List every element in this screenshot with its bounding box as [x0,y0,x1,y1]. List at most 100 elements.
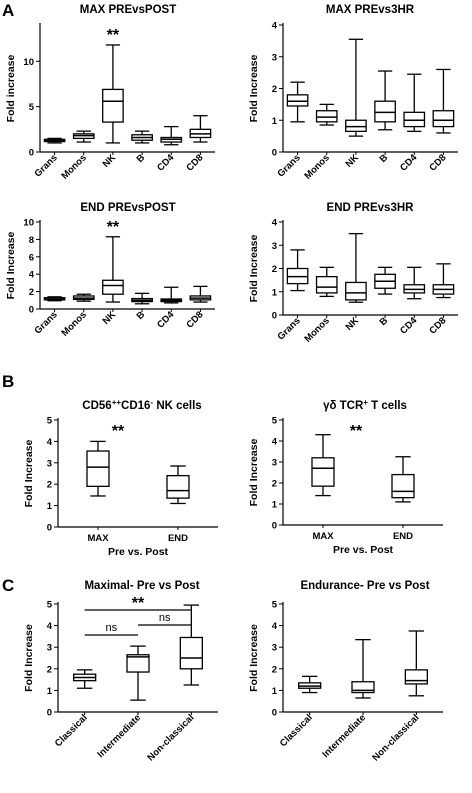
y-tick-label: 0 [272,708,277,719]
significance-label: ** [107,27,120,44]
y-tick-label: 5 [29,102,35,113]
box-iqr [179,636,203,670]
significance-label: ** [132,595,145,612]
significance-label: ** [112,423,125,440]
y-tick-label: 3 [47,458,52,469]
box-max [311,434,335,497]
y-tick-label: 2 [272,664,277,675]
box-grans [43,296,66,302]
x-axis-label: Pre vs. Post [333,544,394,556]
box-cd4 [403,266,426,300]
y-tick-label: 0 [272,521,277,532]
box-grans [43,137,66,144]
box-monos [315,266,338,298]
box-iqr [403,111,426,128]
box-nk [345,232,367,303]
y-axis-label: Fold Increase [5,232,17,300]
y-tick-label: 1 [272,116,278,127]
box-cd8 [432,68,455,134]
y-tick-label: 4 [272,437,278,448]
y-tick-label: 2 [272,479,277,490]
x-tick-label: Monos [59,152,88,181]
box-non-classical [404,630,428,697]
x-tick-label: Non-classical [370,712,421,763]
x-tick-label: Intermediate [320,712,368,760]
y-axis-label: Fold Increase [248,235,260,303]
box-iqr [102,279,124,295]
box-nk [345,38,367,137]
chart-7: Maximal- Pre vs Post 0 1 2 3 4 5 Fold Increase C… [23,580,218,763]
y-axis-label: Fold Increase [23,440,35,508]
box-iqr [315,275,338,294]
x-tick-label: CD8 [427,315,448,336]
box-max [86,440,110,497]
x-tick-label: Classical [278,712,315,749]
box-end [391,456,415,503]
x-tick-label: END [393,531,413,542]
chart-5: CD56++CD16- NK cells 0 1 2 3 4 5 Fold Increase M… [23,398,218,558]
y-tick-label: 10 [23,57,34,68]
box-iqr [102,88,124,123]
box-non-classical [179,604,203,686]
box-nk [102,44,124,144]
x-tick-label: B [378,315,391,328]
box-intermediate [351,638,375,699]
chart-title: Maximal- Pre vs Post [84,580,199,592]
box-monos [315,103,338,126]
y-axis-label: Fold increase [5,55,17,123]
x-tick-label: MAX [87,533,109,544]
x-tick-label: NK [101,309,119,327]
box-iqr [345,281,367,301]
box-nk [102,236,124,303]
y-tick-label: 10 [23,218,34,229]
x-tick-label: Grans [33,309,60,336]
x-tick-label: CD8 [184,152,205,173]
box-iqr [315,110,338,123]
box-iqr [166,474,190,499]
chart-6: γδ TCR+ T cells 0 1 2 3 4 5 Fold Increase MAX END… [248,398,443,556]
x-tick-label: Classical [53,712,90,749]
chart-title: END PREvsPOST [80,202,175,214]
y-tick-label: 4 [272,218,278,229]
y-tick-label: 2 [29,287,34,298]
x-tick-label: MAX [312,531,334,542]
chart-2: MAX PREvs3HR 0 1 2 3 4 Fold Increase Grans Monos… [248,4,458,182]
y-axis-label: Fold Increase [248,624,260,692]
box-iqr [286,94,309,107]
chart-8: Endurance- Pre vs Post 0 1 2 3 4 5 Fold Increas… [248,580,443,763]
x-tick-label: Intermediate [95,712,143,760]
y-tick-label: 3 [272,458,277,469]
box-cd8 [432,263,455,299]
x-axis-label: Pre vs. Post [108,546,169,558]
panel-letter-a: A [2,1,14,20]
y-tick-label: 5 [272,416,278,427]
chart-title: Endurance- Pre vs Post [300,580,429,592]
y-tick-label: 5 [47,416,53,427]
box-iqr [311,457,335,487]
y-tick-label: 1 [47,686,53,697]
box-cd4 [160,286,183,304]
significance-label: ** [107,219,120,236]
y-tick-label: 3 [272,643,277,654]
x-tick-label: Grans [276,315,303,342]
box-classical [298,675,322,694]
x-tick-label: CD8 [427,152,448,173]
x-tick-label: NK [101,152,119,170]
x-tick-label: B [135,152,148,165]
box-grans [286,81,309,123]
y-tick-label: 1 [47,501,53,512]
y-tick-label: 0 [29,305,34,316]
box-b [374,70,396,131]
y-tick-label: 3 [272,52,277,63]
box-iqr [345,119,367,133]
x-tick-label: Non-classical [145,712,196,763]
x-tick-label: CD4 [155,152,177,174]
box-iqr [404,669,428,685]
y-tick-label: 1 [272,287,278,298]
chart-title: CD56++CD16- NK cells [82,398,201,413]
chart-title: γδ TCR+ T cells [323,398,407,413]
box-grans [286,249,309,292]
x-tick-label: B [135,309,148,322]
